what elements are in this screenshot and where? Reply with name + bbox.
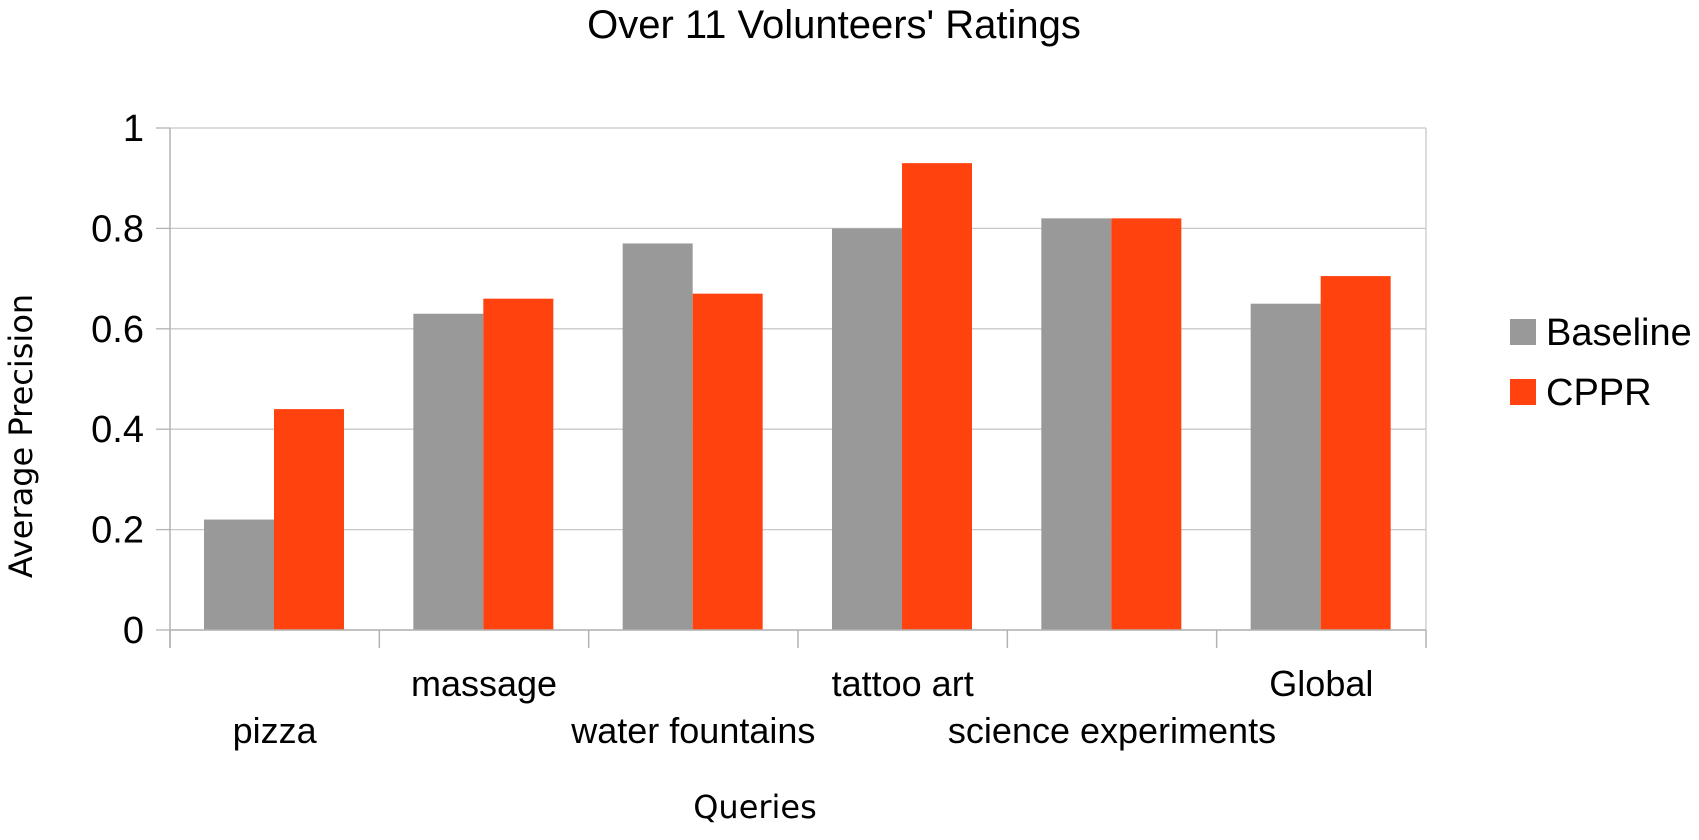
y-tick-label: 0.2 xyxy=(91,510,144,552)
y-tick-label: 0.6 xyxy=(91,309,144,351)
x-category-label: science experiments xyxy=(948,710,1276,751)
x-category-label: tattoo art xyxy=(832,663,974,704)
gridlines xyxy=(170,127,1427,631)
legend-swatch-baseline xyxy=(1510,319,1536,345)
x-axis-title: Queries xyxy=(693,788,817,826)
x-category-label: massage xyxy=(411,663,557,704)
legend-label-baseline: Baseline xyxy=(1546,312,1692,354)
bar-baseline-0 xyxy=(204,519,274,630)
legend-label-cppr: CPPR xyxy=(1546,372,1652,414)
x-category-labels: pizza massage water fountains tattoo art sci… xyxy=(233,663,1374,751)
x-category-label: pizza xyxy=(233,710,318,751)
bar-cppr-0 xyxy=(274,409,344,630)
legend-swatch-cppr xyxy=(1510,379,1536,405)
chart-title: Over 11 Volunteers' Ratings xyxy=(587,3,1081,47)
y-tick-label: 1 xyxy=(123,108,144,150)
bar-baseline-5 xyxy=(1250,303,1321,630)
bar-baseline-4 xyxy=(1041,218,1112,631)
axes xyxy=(156,127,1427,648)
bar-cppr-4 xyxy=(1111,218,1182,631)
bars xyxy=(204,163,1391,631)
y-axis-title: Average Precision xyxy=(2,294,40,578)
bar-cppr-5 xyxy=(1320,276,1391,630)
bar-baseline-3 xyxy=(832,228,902,630)
y-tick-label: 0 xyxy=(123,610,144,652)
bar-cppr-2 xyxy=(692,293,763,630)
y-tick-labels: 0 0.2 0.4 0.6 0.8 1 xyxy=(91,108,144,652)
y-tick-label: 0.4 xyxy=(91,409,144,451)
bar-baseline-1 xyxy=(413,313,484,630)
x-category-label: water fountains xyxy=(570,710,815,751)
x-category-label: Global xyxy=(1269,663,1373,704)
y-tick-label: 0.8 xyxy=(91,208,144,250)
bar-cppr-1 xyxy=(483,298,554,630)
legend: Baseline CPPR xyxy=(1510,312,1692,414)
bar-baseline-2 xyxy=(622,243,693,630)
bar-cppr-3 xyxy=(902,163,972,630)
